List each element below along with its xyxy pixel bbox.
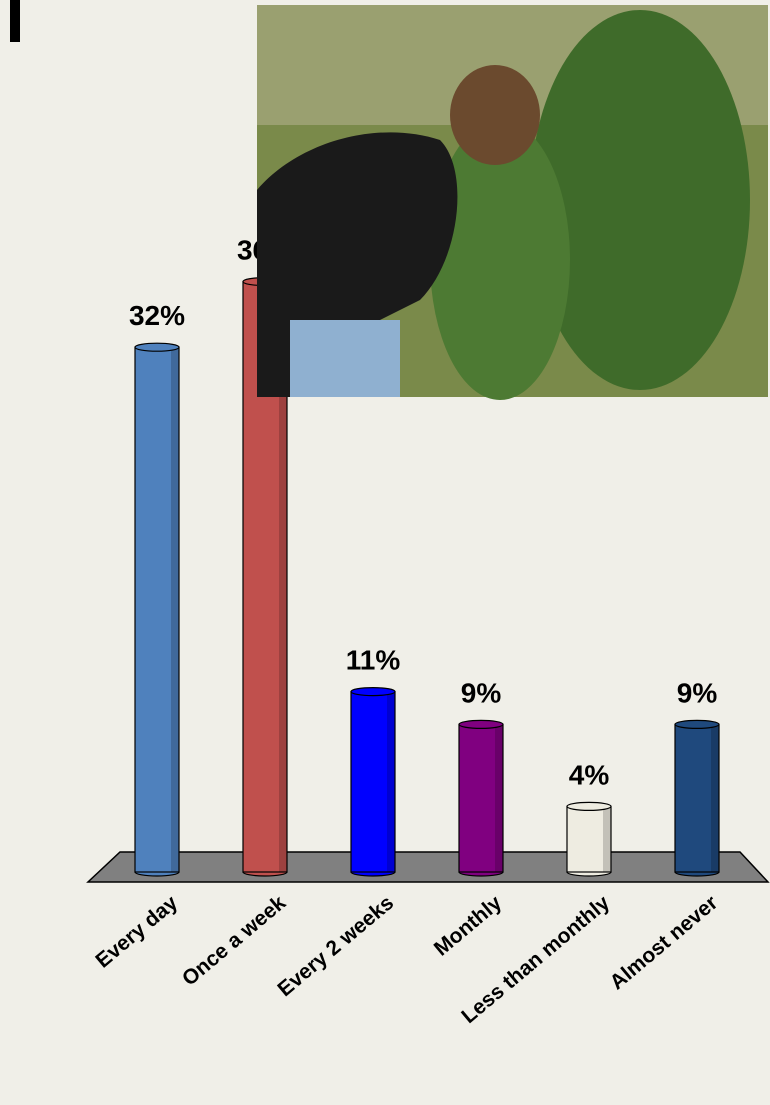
- photo-jeans: [290, 320, 400, 397]
- bar-shade: [279, 281, 287, 873]
- photo-vine: [430, 120, 570, 400]
- bar: [674, 719, 720, 877]
- bar-shade: [387, 691, 395, 872]
- bar-body: [458, 723, 504, 873]
- bar-shade: [171, 347, 179, 872]
- bar-top: [458, 719, 504, 730]
- photo: [257, 5, 768, 400]
- bar: [134, 342, 180, 877]
- bar-shade: [495, 724, 503, 872]
- bar-body: [674, 723, 720, 873]
- bar-shade: [603, 806, 611, 872]
- value-label: 11%: [346, 645, 401, 676]
- value-label: 32%: [129, 300, 185, 331]
- value-label: 9%: [677, 677, 718, 708]
- bar-top: [566, 801, 612, 812]
- bar-body: [566, 805, 612, 873]
- value-label: 4%: [569, 759, 610, 790]
- bar-body: [350, 690, 396, 873]
- bar: [458, 719, 504, 877]
- bar-body: [134, 346, 180, 873]
- title-fragment: [10, 0, 20, 42]
- bar: [566, 801, 612, 877]
- bar-top: [674, 719, 720, 730]
- bar-top: [134, 342, 180, 352]
- value-label: 9%: [461, 677, 502, 708]
- photo-head: [450, 65, 540, 165]
- bar-shade: [711, 724, 719, 872]
- bar-top: [350, 686, 396, 697]
- photo-vine: [530, 10, 750, 390]
- floor: [86, 851, 770, 883]
- bar: [350, 686, 396, 877]
